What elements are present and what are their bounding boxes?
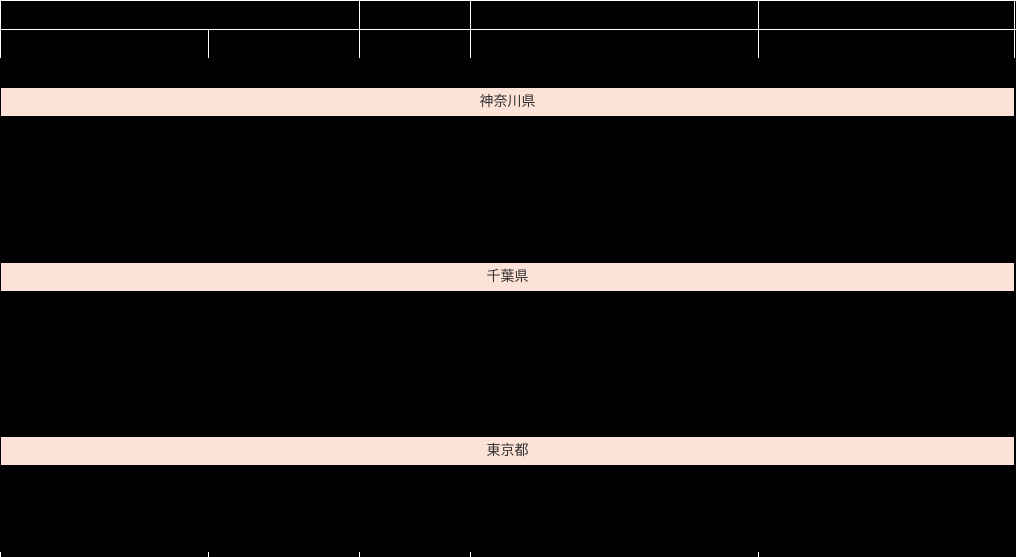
header-top-border xyxy=(0,0,1016,1)
section-header-chiba: 千葉県 xyxy=(1,263,1014,291)
column-tick xyxy=(470,552,471,557)
column-divider xyxy=(1014,0,1015,58)
column-divider xyxy=(0,0,1,58)
column-tick xyxy=(359,552,360,557)
column-divider xyxy=(359,0,360,58)
column-divider xyxy=(758,0,759,58)
column-tick xyxy=(0,552,1,557)
header-row-divider xyxy=(0,29,1016,30)
section-header-kanagawa: 神奈川県 xyxy=(1,88,1014,116)
column-divider xyxy=(470,0,471,58)
section-header-tokyo: 東京都 xyxy=(1,437,1014,465)
column-tick xyxy=(758,552,759,557)
column-divider xyxy=(208,29,209,58)
column-tick xyxy=(208,552,209,557)
